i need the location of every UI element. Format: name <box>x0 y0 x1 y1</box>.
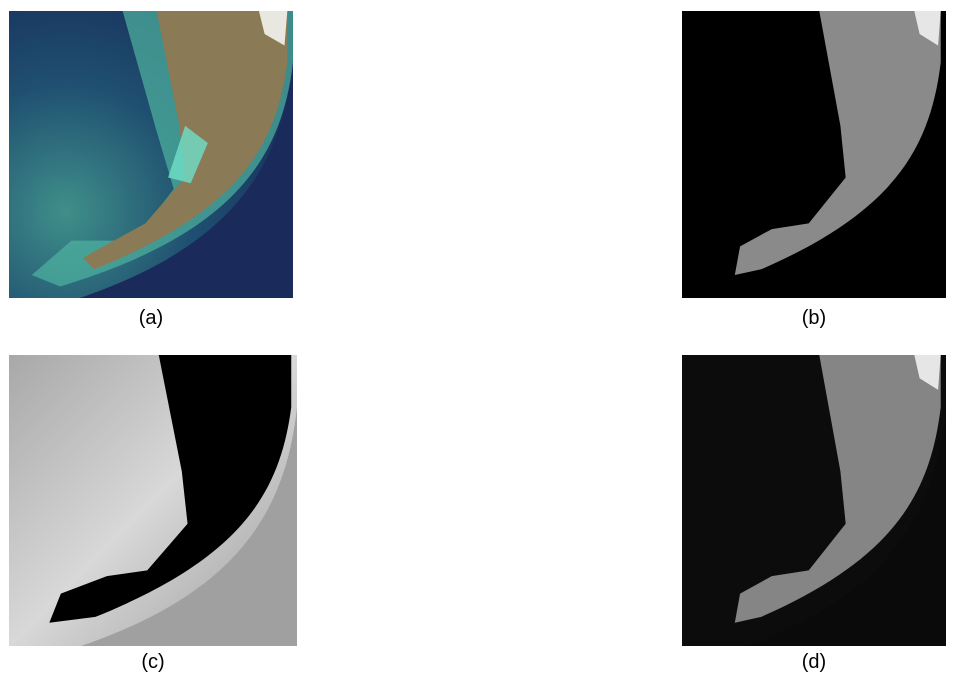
caption: (b) <box>801 307 827 329</box>
caption: (c) <box>141 651 165 673</box>
image-a <box>9 11 293 298</box>
image-b <box>682 11 946 298</box>
image-c <box>9 355 297 646</box>
caption: (a) <box>138 307 164 329</box>
caption: (d) <box>801 651 827 673</box>
image-d <box>682 355 946 646</box>
